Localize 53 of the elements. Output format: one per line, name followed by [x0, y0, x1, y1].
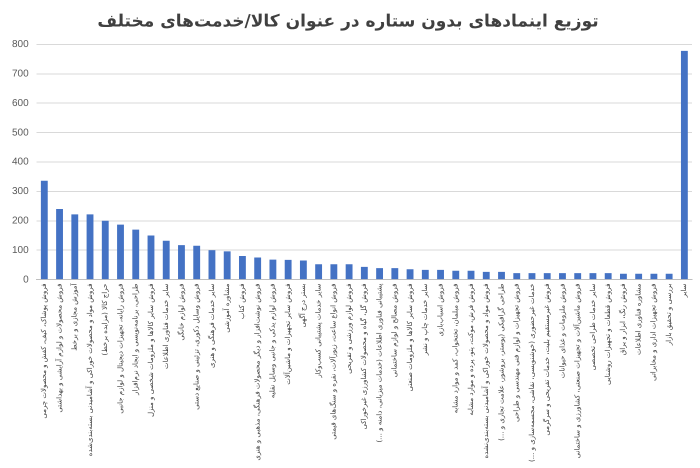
bar — [650, 274, 658, 280]
y-tick-label: 300 — [12, 186, 30, 198]
bar — [360, 266, 368, 280]
bar — [330, 264, 338, 280]
bar — [315, 264, 322, 280]
bar — [162, 240, 170, 280]
bar — [71, 214, 78, 280]
y-tick-label: 200 — [12, 216, 30, 227]
bar — [635, 274, 642, 280]
y-tick-label: 700 — [12, 68, 30, 80]
bar — [559, 273, 566, 280]
bar — [620, 274, 627, 280]
bar — [254, 258, 262, 280]
bar — [86, 214, 94, 280]
bar — [437, 270, 444, 280]
bar — [468, 270, 474, 280]
bar — [666, 274, 673, 280]
bar — [300, 260, 307, 280]
bar — [604, 273, 612, 280]
bar — [224, 251, 231, 280]
bar — [178, 245, 185, 280]
y-tick-label: 0 — [23, 274, 30, 286]
y-tick-label: 500 — [12, 127, 30, 138]
bar — [56, 209, 63, 280]
bar — [528, 273, 536, 280]
bar — [148, 235, 154, 280]
bar — [452, 270, 460, 280]
bar — [544, 273, 551, 280]
bar — [102, 220, 109, 280]
bar — [391, 268, 398, 280]
bar — [346, 264, 353, 280]
y-tick-label: 100 — [12, 244, 30, 256]
chart-title: توزیع اینمادهای بدون ستاره در عنوان کالا/خدمت‌های مختلف — [97, 12, 599, 32]
bar — [406, 269, 414, 280]
bar — [498, 272, 505, 280]
y-tick-label: 600 — [12, 98, 30, 109]
y-tick-label: 400 — [12, 156, 30, 168]
bar — [513, 273, 520, 280]
bar — [117, 224, 124, 280]
bar — [422, 270, 429, 280]
bar — [40, 180, 48, 280]
bar — [284, 260, 292, 280]
bar — [238, 256, 246, 280]
bar — [376, 268, 384, 280]
bar — [590, 273, 596, 280]
bar — [132, 230, 140, 280]
y-tick-label: 800 — [12, 39, 30, 50]
bar — [574, 273, 582, 280]
bar — [193, 246, 200, 280]
bar — [269, 260, 276, 280]
bar — [482, 272, 490, 280]
bar — [680, 50, 688, 280]
bar — [208, 250, 216, 280]
